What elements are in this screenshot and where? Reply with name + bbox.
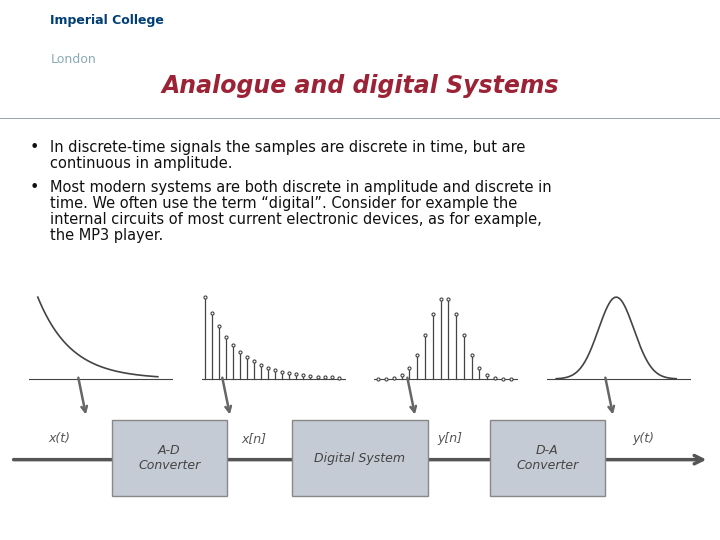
Text: Most modern systems are both discrete in amplitude and discrete in: Most modern systems are both discrete in… <box>50 180 552 195</box>
Text: y(t): y(t) <box>632 432 654 445</box>
Text: •: • <box>30 140 40 155</box>
Text: In discrete-time signals the samples are discrete in time, but are: In discrete-time signals the samples are… <box>50 140 526 155</box>
Text: London: London <box>50 53 96 66</box>
FancyBboxPatch shape <box>112 420 227 496</box>
FancyBboxPatch shape <box>292 420 428 496</box>
Text: Digital System: Digital System <box>315 451 405 464</box>
FancyBboxPatch shape <box>490 420 605 496</box>
Text: •: • <box>30 180 40 195</box>
Text: Imperial College: Imperial College <box>50 14 164 27</box>
Text: Analogue and digital Systems: Analogue and digital Systems <box>161 73 559 98</box>
Text: the MP3 player.: the MP3 player. <box>50 228 163 243</box>
Text: D-A
Converter: D-A Converter <box>516 444 578 472</box>
Text: x(t): x(t) <box>48 432 70 445</box>
Text: internal circuits of most current electronic devices, as for example,: internal circuits of most current electr… <box>50 212 541 227</box>
Text: continuous in amplitude.: continuous in amplitude. <box>50 156 233 171</box>
Text: x[n]: x[n] <box>241 432 266 445</box>
Text: y[n]: y[n] <box>438 432 462 445</box>
Text: time. We often use the term “digital”. Consider for example the: time. We often use the term “digital”. C… <box>50 196 517 211</box>
Text: A-D
Converter: A-D Converter <box>138 444 200 472</box>
